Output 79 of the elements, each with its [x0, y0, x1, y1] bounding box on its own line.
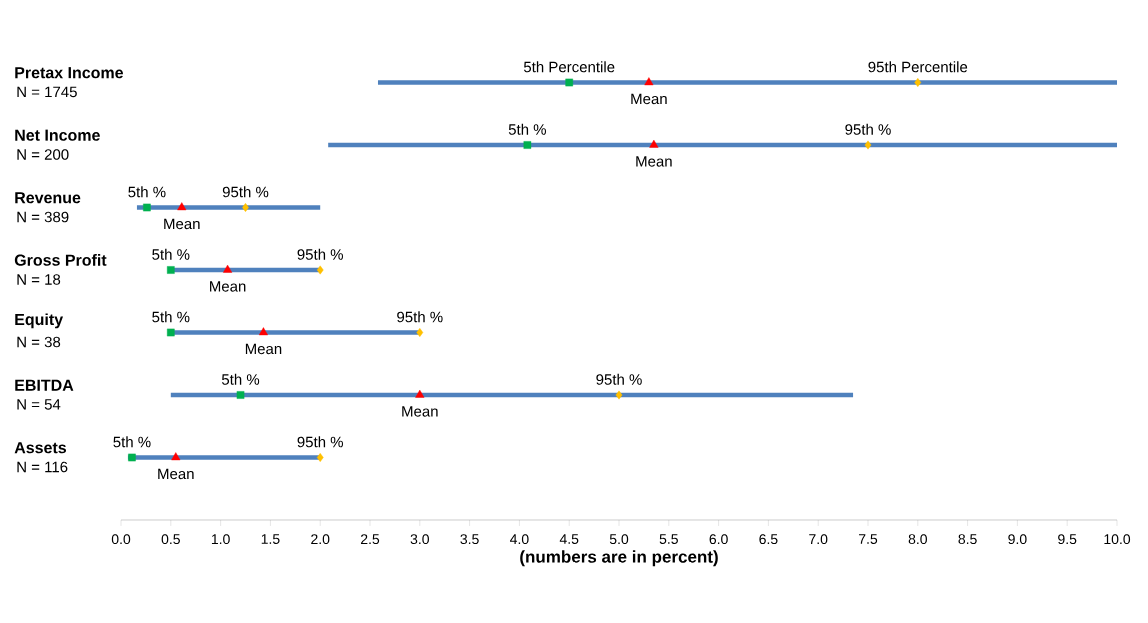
annotation: 5th % — [221, 373, 260, 385]
x-tick-label: 5.0 — [609, 534, 629, 545]
point — [143, 203, 151, 212]
annotation: Mean — [402, 406, 438, 417]
text: N = 1745 — [17, 86, 77, 98]
text: N = 54 — [17, 399, 61, 410]
annotation: 95th % — [297, 436, 343, 448]
x-tick-label: 7.0 — [809, 534, 828, 545]
x-tick-label: 3.5 — [460, 534, 479, 545]
x-tick-label: 6.5 — [759, 534, 778, 545]
x-tick-label: 5.5 — [659, 534, 678, 544]
annotation: Mean — [164, 218, 200, 230]
x-axis-title: (numbers are in percent) — [520, 550, 718, 567]
point — [649, 139, 659, 148]
x-tick-label: 4.5 — [559, 534, 579, 544]
x-tick-label: 7.5 — [858, 534, 878, 544]
annotation: 95th % — [297, 248, 343, 260]
y-tick-label: Pretax Income — [15, 67, 124, 79]
point — [236, 391, 245, 399]
y-tick-label: Assets — [14, 442, 67, 454]
point — [171, 452, 181, 461]
annotation: Mean — [158, 468, 194, 480]
point — [416, 328, 424, 337]
x-tick-label: 8.0 — [908, 534, 927, 545]
bar — [377, 80, 1117, 85]
text: N = 38 — [17, 336, 61, 348]
point — [258, 327, 268, 336]
x-tick-label: 0.5 — [161, 534, 180, 545]
text: N = 116 — [17, 461, 68, 473]
text: N = 18 — [17, 274, 61, 285]
point — [565, 78, 573, 87]
annotation: 5th % — [128, 186, 166, 198]
point — [177, 202, 187, 211]
annotation: Mean — [631, 93, 667, 105]
annotation: 5th % — [508, 123, 546, 135]
point — [167, 328, 175, 337]
point — [523, 141, 532, 149]
x-tick-label: 10.0 — [1104, 534, 1131, 545]
annotation: 95th % — [397, 311, 443, 323]
y-tick-label: Net Income — [15, 129, 100, 141]
y-tick-label: Revenue — [15, 192, 81, 204]
annotation: Mean — [210, 281, 246, 292]
annotation: 5th % — [152, 248, 190, 260]
x-tick-label: 3.0 — [410, 534, 429, 545]
x-tick-label: 8.5 — [958, 534, 977, 545]
text: N = 200 — [17, 149, 69, 160]
annotation: Mean — [636, 156, 672, 167]
annotation: 95th % — [222, 186, 269, 198]
annotation: 95th Percentile — [868, 61, 968, 73]
x-tick-label: 0.0 — [111, 534, 131, 545]
annotation: 5th % — [113, 436, 151, 448]
x-tick-label: 2.0 — [311, 534, 330, 545]
point — [128, 453, 136, 462]
point — [316, 453, 324, 462]
point — [914, 78, 922, 87]
x-tick-label: 1.0 — [211, 534, 230, 545]
x-tick-label: 9.5 — [1058, 534, 1077, 545]
point — [167, 266, 175, 274]
point — [223, 264, 233, 273]
annotation: 5th Percentile — [523, 61, 615, 73]
x-tick-label: 1.5 — [261, 534, 280, 544]
point — [615, 390, 623, 400]
point — [316, 265, 324, 275]
annotation: Mean — [245, 343, 282, 355]
y-tick-label: Gross Profit — [14, 254, 107, 266]
annotation: 95th % — [845, 123, 891, 135]
annotation: 5th % — [152, 311, 190, 323]
y-tick-label: EBITDA — [15, 379, 74, 391]
text: N = 389 — [17, 211, 69, 223]
point — [864, 140, 872, 150]
y-tick-label: Equity — [15, 313, 64, 329]
point — [415, 389, 425, 398]
point — [242, 203, 249, 212]
annotation: 95th % — [596, 373, 642, 385]
x-tick-label: 4.0 — [509, 534, 529, 545]
x-tick-label: 2.5 — [360, 534, 380, 545]
point — [644, 77, 654, 86]
x-tick-label: 9.0 — [1008, 534, 1027, 545]
x-tick-label: 6.0 — [709, 534, 728, 545]
